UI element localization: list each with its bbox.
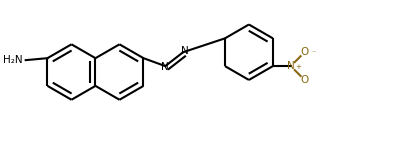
Text: O: O (301, 75, 309, 85)
Text: ⁻: ⁻ (311, 48, 316, 57)
Text: N: N (181, 46, 189, 56)
Text: H₂N: H₂N (3, 55, 23, 65)
Text: N: N (287, 61, 294, 71)
Text: +: + (296, 64, 301, 70)
Text: N: N (161, 62, 169, 72)
Text: O: O (301, 47, 309, 57)
